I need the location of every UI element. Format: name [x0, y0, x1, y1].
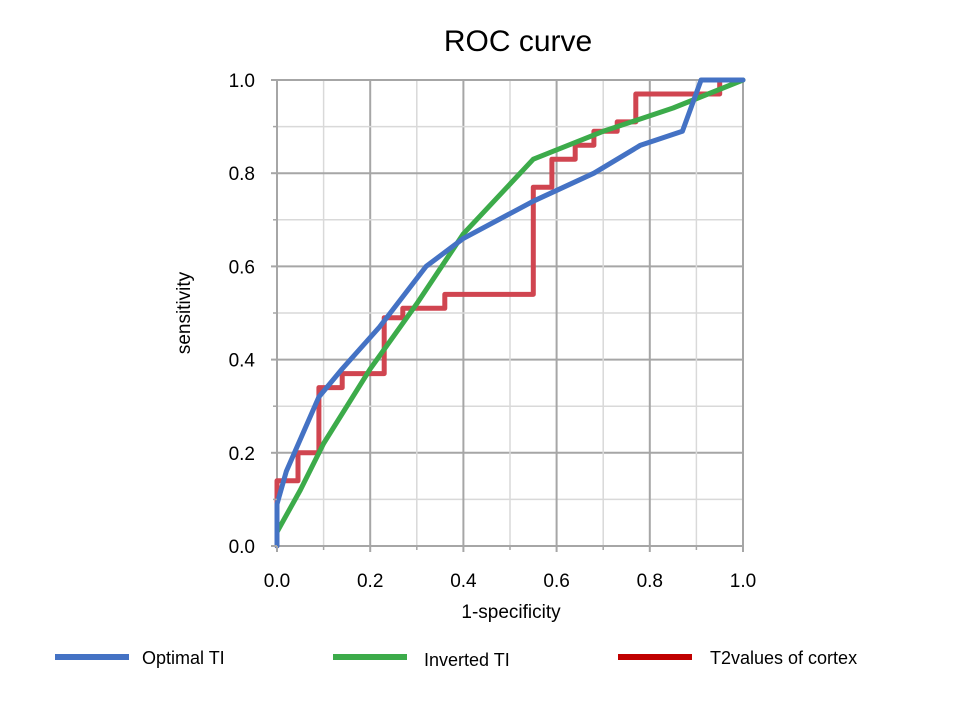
- y-tick-label: 0.4: [229, 351, 256, 372]
- legend-label-inverted-ti: Inverted TI: [424, 650, 510, 670]
- y-tick-label: 0.8: [229, 164, 255, 185]
- series-layer: [274, 77, 746, 549]
- legend-label-t2values: T2values of cortex: [710, 648, 857, 668]
- legend: Optimal TI Inverted TI T2values of corte…: [55, 648, 857, 670]
- y-tick-label: 0.0: [229, 537, 255, 558]
- x-tick-label: 0.0: [264, 571, 290, 592]
- y-tick-label: 1.0: [229, 71, 255, 92]
- series-line-inverted-ti: [274, 77, 746, 535]
- legend-label-optimal-ti: Optimal TI: [142, 648, 225, 668]
- chart-title: ROC curve: [444, 25, 592, 58]
- grid: [277, 80, 743, 546]
- y-axis-label: sensitivity: [174, 271, 195, 354]
- x-axis-ticks: 0.0 0.2 0.4 0.6 0.8 1.0: [264, 546, 756, 592]
- y-tick-label: 0.6: [229, 257, 255, 278]
- series-line-optimal-ti: [274, 77, 746, 549]
- x-tick-label: 0.8: [637, 571, 663, 592]
- y-tick-label: 0.2: [229, 444, 255, 465]
- x-tick-label: 0.2: [357, 571, 383, 592]
- x-axis-label: 1-specificity: [461, 602, 561, 623]
- x-tick-label: 1.0: [730, 571, 756, 592]
- x-tick-label: 0.6: [543, 571, 569, 592]
- x-tick-label: 0.4: [450, 571, 477, 592]
- y-axis-ticks: 0.0 0.2 0.4 0.6 0.8 1.0: [229, 71, 277, 558]
